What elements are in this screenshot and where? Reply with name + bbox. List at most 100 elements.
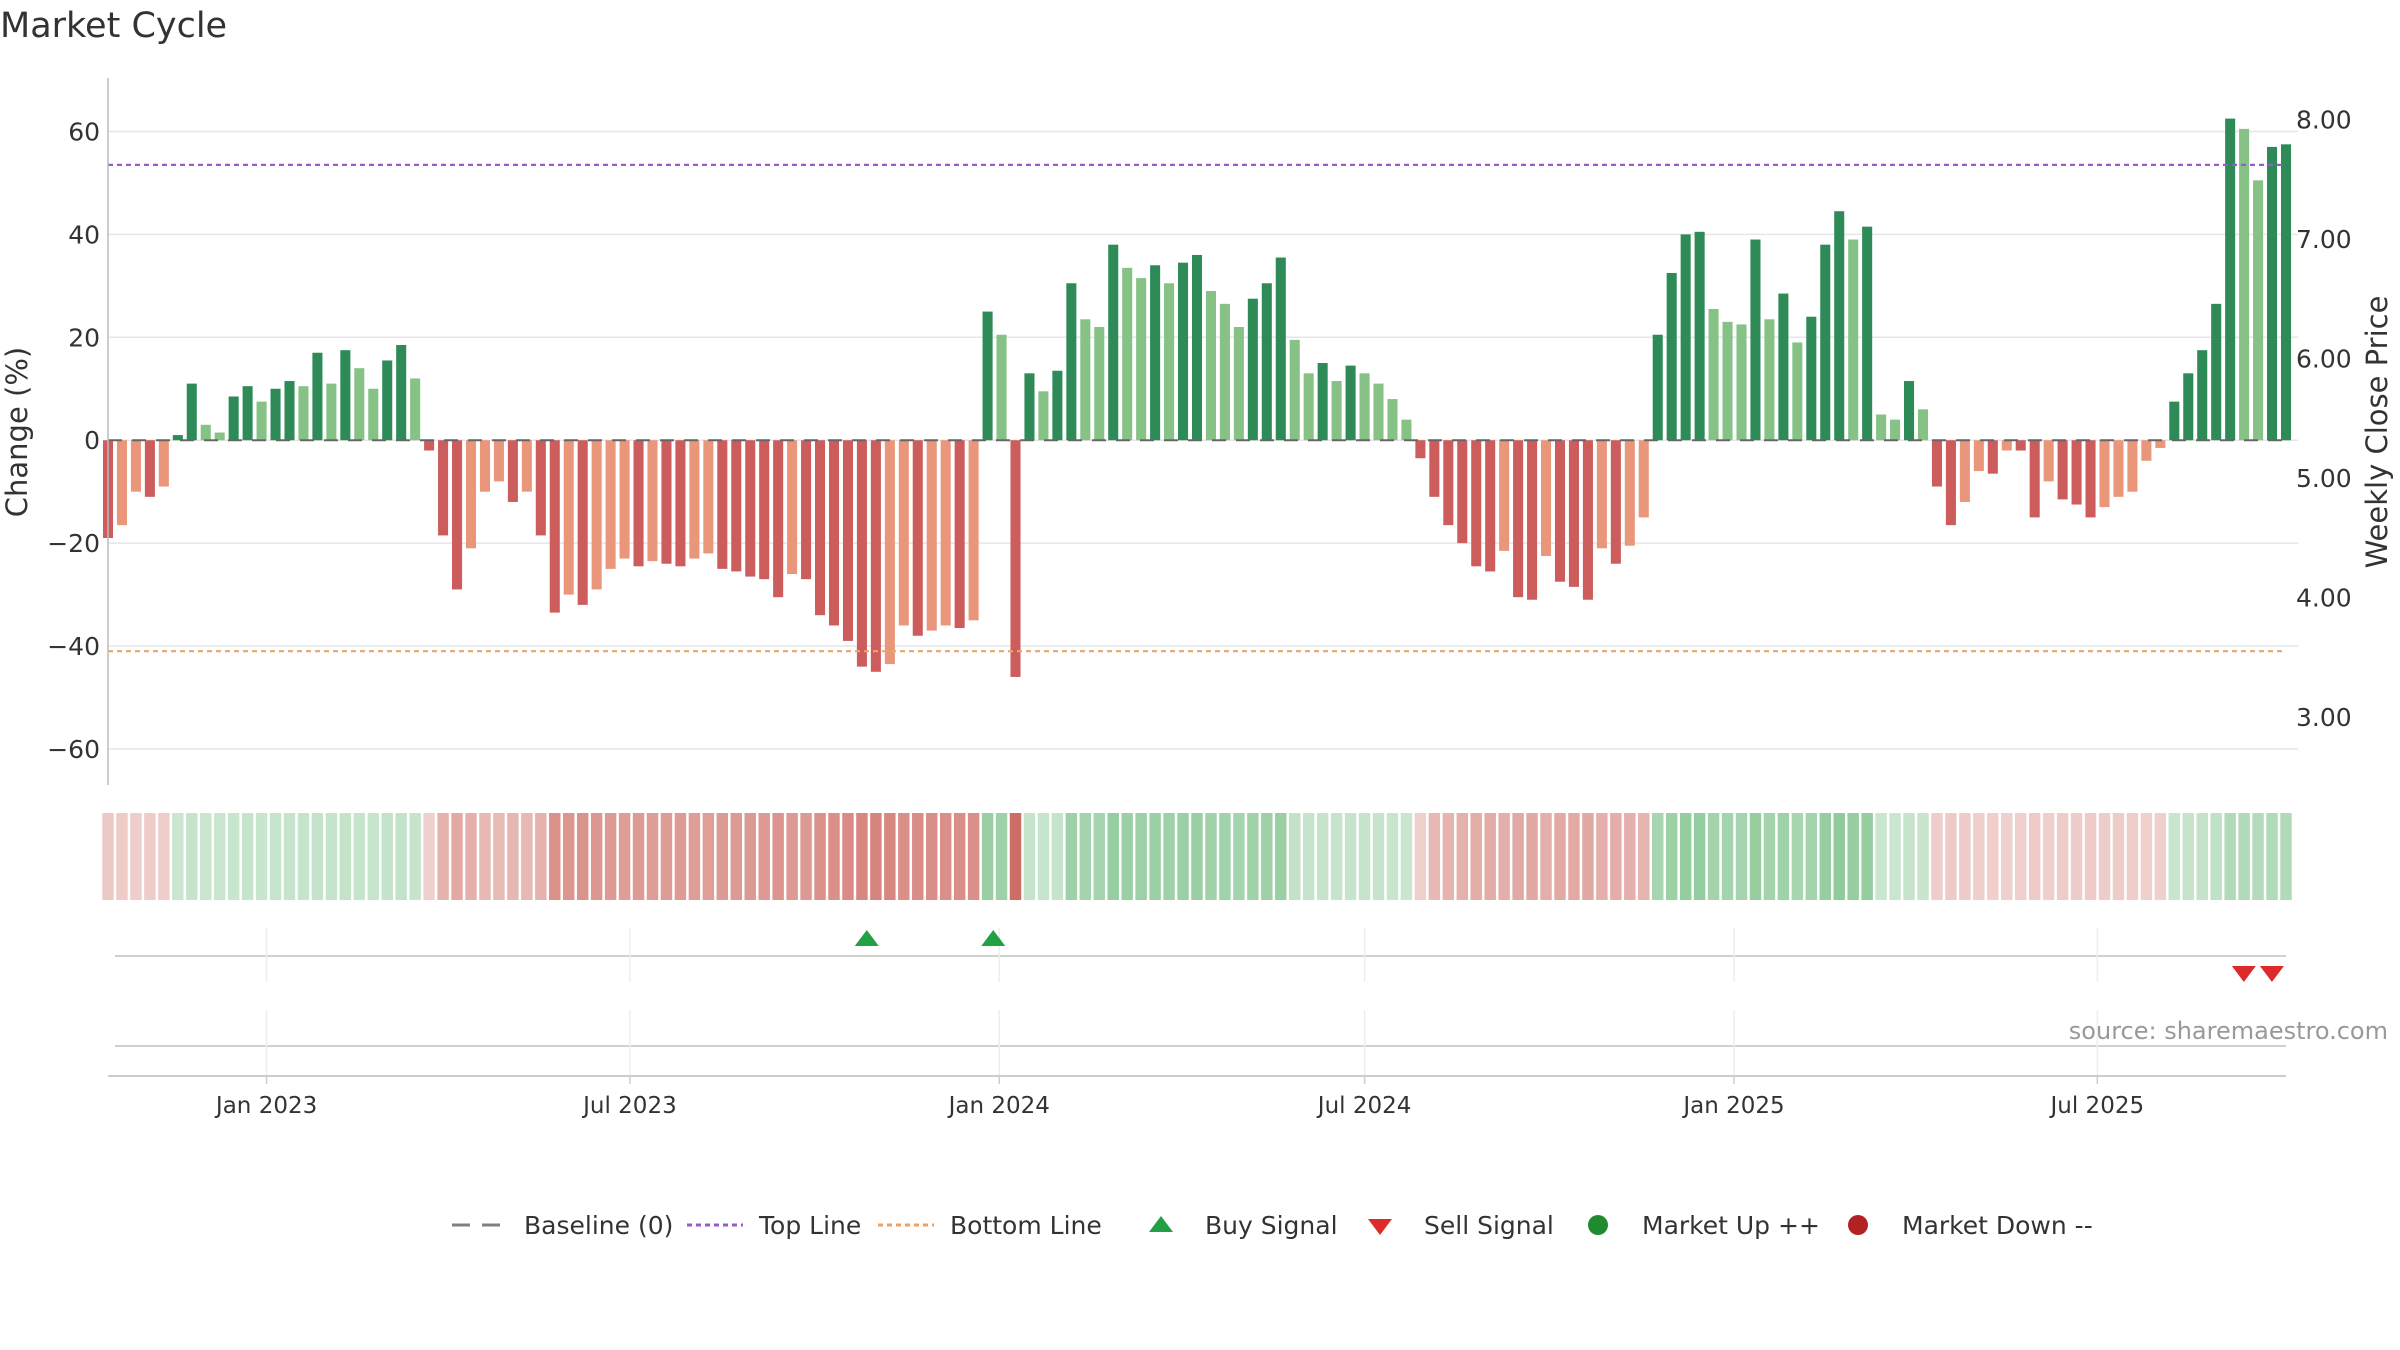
intensity-cell: [1931, 813, 1943, 900]
change-bar: [116, 440, 127, 526]
intensity-cell: [1568, 813, 1580, 900]
intensity-cell: [981, 813, 994, 900]
y-tick-label: 0: [84, 426, 100, 455]
intensity-cell: [1945, 813, 1957, 900]
change-bar: [1331, 381, 1342, 441]
intensity-cell: [1023, 813, 1036, 900]
intensity-cell: [953, 813, 966, 900]
change-bar: [1582, 440, 1593, 600]
change-bar: [1624, 440, 1635, 546]
intensity-cell: [1372, 813, 1385, 900]
change-bar: [214, 432, 225, 441]
intensity-cell: [1749, 813, 1762, 900]
intensity-cell: [2196, 813, 2208, 900]
change-bar: [1178, 262, 1189, 441]
intensity-cell: [409, 813, 421, 900]
change-bar: [1792, 342, 1803, 441]
change-bar: [1959, 440, 1970, 502]
intensity-cell: [297, 813, 310, 900]
change-bar: [396, 345, 407, 441]
intensity-cell: [1121, 813, 1133, 900]
intensity-cell: [2182, 813, 2194, 900]
change-bar: [535, 440, 546, 536]
intensity-cell: [1987, 813, 1999, 900]
y-axis-ticks: 60 40 20 0 −20 −40 −60: [47, 117, 100, 764]
change-bar: [884, 440, 895, 665]
change-bar: [2127, 440, 2138, 492]
y-tick-label: −60: [47, 735, 100, 764]
x-tick-label: Jul 2024: [1316, 1093, 1412, 1119]
intensity-cell: [618, 813, 631, 900]
intensity-cell: [758, 813, 770, 900]
intensity-cell: [926, 813, 938, 900]
change-bar: [1652, 334, 1663, 441]
intensity-cell: [2266, 813, 2278, 900]
change-bar: [1233, 327, 1244, 441]
intensity-cell: [1289, 813, 1301, 900]
legend-label: Market Up ++: [1642, 1211, 1820, 1240]
intensity-cell: [2224, 813, 2236, 900]
change-bar: [158, 440, 169, 487]
intensity-cell: [688, 813, 701, 900]
reference-lines: [108, 163, 2286, 653]
intensity-cell: [1330, 813, 1343, 900]
change-bar: [270, 388, 281, 441]
bottom-panel: [108, 1010, 2286, 1077]
chart-title: Market Cycle: [0, 6, 227, 46]
change-bar: [521, 440, 532, 492]
change-bar: [828, 440, 840, 626]
intensity-cell: [1973, 813, 1985, 900]
intensity-cell: [1191, 813, 1203, 900]
intensity-cell: [1512, 813, 1524, 900]
change-bar: [1722, 321, 1733, 441]
change-bar: [661, 440, 672, 564]
change-bar: [1038, 391, 1049, 441]
intensity-cell: [674, 813, 687, 900]
intensity-cell: [2238, 813, 2250, 900]
chart-legend: Baseline (0) Top Line Bottom Line Buy Signa…: [452, 1211, 2093, 1240]
change-bar: [1750, 239, 1761, 441]
change-bar: [2239, 128, 2250, 441]
intensity-cell: [213, 813, 226, 900]
buy-signal-marker: [854, 930, 879, 946]
intensity-cell: [200, 813, 212, 900]
intensity-cell: [1358, 813, 1371, 900]
change-bar: [1471, 440, 1482, 567]
intensity-cell: [2070, 813, 2083, 900]
change-bar: [1778, 293, 1789, 441]
intensity-cell: [995, 813, 1008, 900]
change-bar: [1736, 324, 1747, 441]
change-bar: [912, 440, 923, 636]
buy-signal-marker: [981, 930, 1006, 946]
intensity-cell: [465, 813, 477, 900]
intensity-band: [102, 813, 2292, 900]
intensity-cell: [870, 813, 882, 900]
change-bar: [1122, 267, 1133, 441]
change-bar: [298, 386, 309, 441]
intensity-cell: [1163, 813, 1175, 900]
x-tick-label: Jan 2025: [1681, 1093, 1784, 1119]
change-bar: [577, 440, 588, 605]
change-bar: [144, 440, 155, 497]
change-bar: [410, 378, 421, 441]
change-bar: [452, 440, 463, 590]
change-bar: [200, 424, 211, 441]
change-bar: [1820, 244, 1831, 441]
intensity-cell: [2112, 813, 2125, 900]
intensity-cell: [604, 813, 617, 900]
intensity-cell: [1456, 813, 1468, 900]
change-bar: [340, 350, 351, 441]
intensity-cell: [269, 813, 282, 900]
change-bar: [1108, 244, 1119, 441]
change-bar: [1345, 365, 1356, 441]
intensity-cell: [1275, 813, 1287, 900]
intensity-cell: [898, 813, 910, 900]
intensity-cell: [451, 813, 463, 900]
change-bar: [1513, 440, 1524, 598]
change-bar: [1917, 409, 1929, 441]
change-bar: [591, 440, 602, 590]
intensity-cell: [1875, 813, 1887, 900]
intensity-cell: [702, 813, 715, 900]
intensity-cell: [2001, 813, 2013, 900]
change-bar: [2183, 373, 2194, 441]
